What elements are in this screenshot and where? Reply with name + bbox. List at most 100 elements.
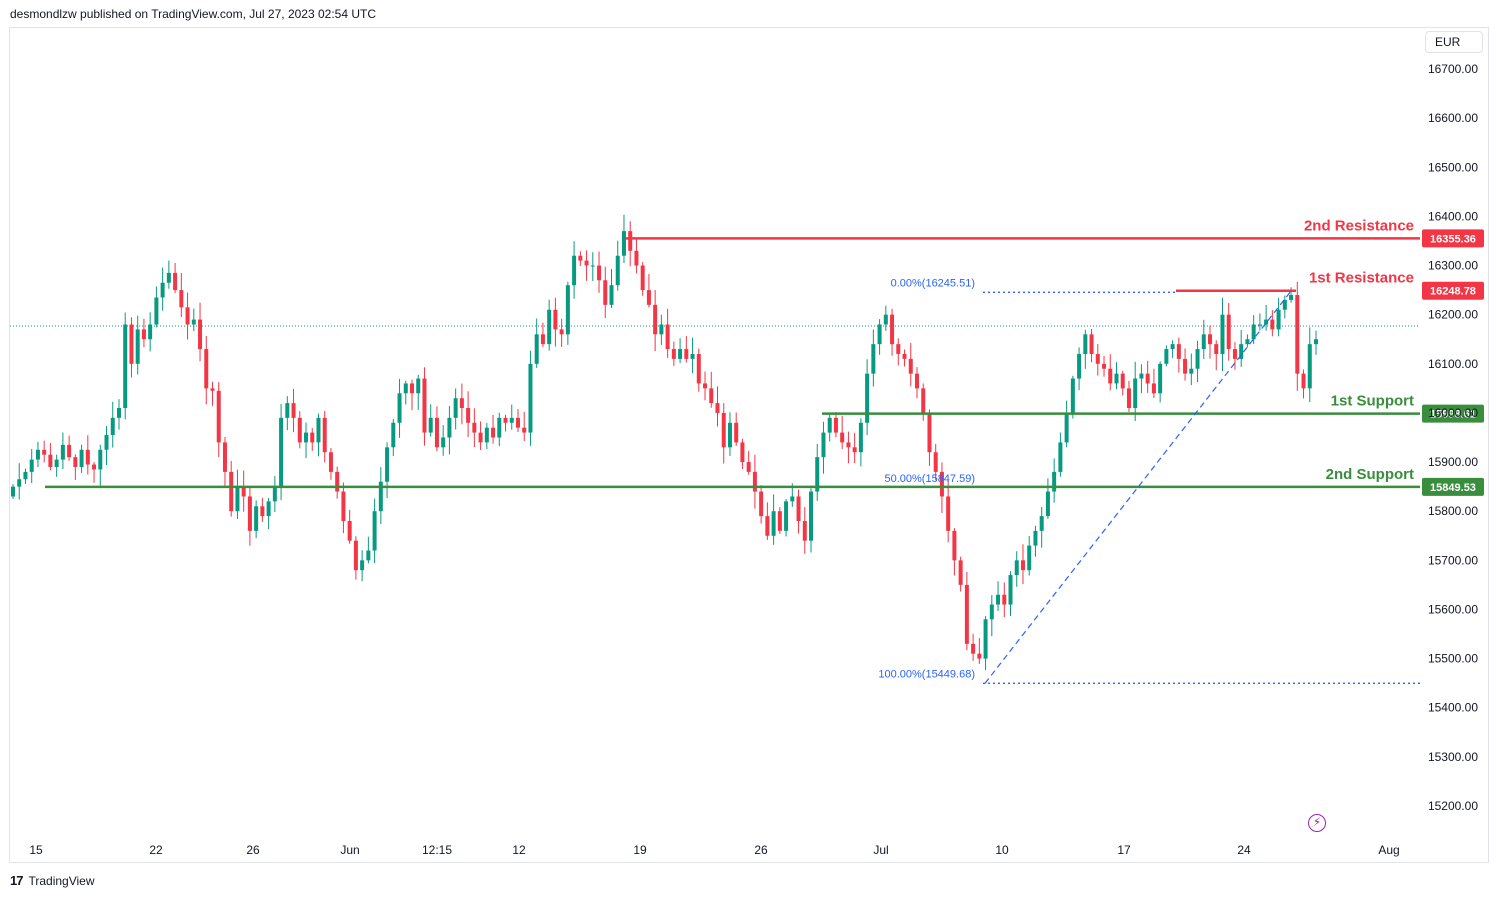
candle-body: [1008, 575, 1013, 605]
levels: 2nd Resistance 16355.36 1st Resistance 1624…: [45, 217, 1484, 496]
y-axis: 16700.00 16600.00 16500.00 16400.00 16300.00…: [1428, 62, 1478, 813]
candle-body: [1295, 295, 1300, 374]
candle-body: [416, 378, 421, 394]
candle-body: [279, 417, 284, 487]
candle-body: [73, 457, 78, 467]
candle-body: [23, 471, 28, 480]
candle-body: [565, 285, 570, 335]
candle-body: [304, 432, 309, 443]
candle-body: [229, 471, 234, 512]
candle-body: [690, 353, 695, 359]
candle-body: [372, 511, 377, 551]
candle-body: [198, 319, 203, 350]
y-tick-label: 16700.00: [1428, 62, 1478, 76]
candle-body: [1220, 314, 1225, 354]
y-tick-label: 15700.00: [1428, 553, 1478, 567]
candle-body: [141, 329, 146, 340]
candle-body: [983, 619, 988, 659]
candle-body: [472, 422, 477, 433]
candle-body: [971, 643, 976, 654]
candle-body: [497, 417, 502, 438]
level-name: 1st Resistance: [1309, 270, 1414, 287]
y-tick-label: 16400.00: [1428, 209, 1478, 223]
candle-body: [640, 265, 645, 291]
candle-body: [1151, 383, 1156, 394]
candle-body: [98, 449, 103, 470]
candle-body: [129, 324, 134, 364]
y-tick-label: 16600.00: [1428, 111, 1478, 125]
candle-body: [1077, 353, 1082, 379]
candle-body: [154, 297, 159, 325]
candle-body: [1052, 471, 1057, 492]
candle-body: [671, 349, 676, 359]
candle-body: [328, 452, 333, 472]
candle-body: [902, 353, 907, 359]
candle-body: [1276, 309, 1281, 330]
candle-body: [1257, 324, 1262, 326]
candle-body: [17, 479, 22, 487]
candle-body: [827, 417, 832, 433]
candle-body: [628, 231, 633, 251]
candle-body: [459, 398, 464, 409]
candle-body: [921, 388, 926, 413]
candle-body: [110, 417, 115, 436]
candle-body: [896, 344, 901, 354]
candle-body: [54, 459, 59, 467]
candle-body: [540, 334, 545, 345]
candle-body: [35, 449, 40, 460]
footer-brand[interactable]: TradingView: [28, 873, 95, 888]
y-tick-label: 15800.00: [1428, 504, 1478, 518]
candle-body: [85, 449, 90, 465]
x-tick-label: Jun: [340, 843, 359, 857]
candle-body: [559, 329, 564, 335]
candle-body: [160, 282, 165, 298]
candle-body: [703, 383, 708, 389]
candle-body: [977, 653, 982, 659]
candle-body: [578, 255, 583, 261]
x-tick-label: 26: [754, 843, 768, 857]
candle-body: [1282, 299, 1287, 310]
candle-body: [1064, 412, 1069, 443]
candle-body: [597, 265, 602, 281]
candle-body: [185, 307, 190, 325]
price-tag-label: 16248.78: [1430, 286, 1476, 298]
fib-label: 0.00%(16245.51): [891, 277, 975, 289]
flash-icon[interactable]: ⚡: [1308, 814, 1326, 832]
candle-body: [515, 417, 520, 428]
candle-body: [927, 412, 932, 453]
candle-body: [316, 417, 321, 443]
fib-retracement: 0.00%(16245.51) 50.00%(15847.59) 100.00%(1…: [878, 277, 1420, 684]
candle-body: [48, 454, 53, 467]
candle-body: [865, 373, 870, 423]
candle-body: [1120, 373, 1125, 389]
y-tick-label: 16100.00: [1428, 357, 1478, 371]
price-tag-label: 15998.61: [1430, 409, 1476, 421]
candle-body: [222, 442, 227, 472]
candle-body: [1070, 378, 1075, 413]
level-name: 1st Support: [1331, 393, 1414, 410]
candle-body: [1033, 530, 1038, 546]
candle-body: [484, 427, 489, 443]
candle-body: [1014, 560, 1019, 576]
candle-body: [684, 349, 689, 359]
candle-body: [989, 604, 994, 620]
candle-body: [254, 506, 259, 531]
candle-body: [1176, 344, 1181, 359]
candle-body: [1314, 339, 1318, 345]
candle-body: [771, 511, 776, 536]
candle-body: [1102, 363, 1107, 369]
candle-body: [1307, 344, 1312, 389]
candle-body: [385, 447, 390, 482]
candle-body: [740, 442, 745, 463]
candle-body: [1208, 334, 1213, 345]
x-tick-label: 10: [995, 843, 1009, 857]
candle-body: [60, 444, 65, 460]
currency-label[interactable]: EUR: [1425, 31, 1483, 53]
candle-body: [908, 358, 913, 374]
candle-body: [572, 255, 577, 286]
publish-header: desmondlzw published on TradingView.com,…: [10, 7, 376, 21]
candle-body: [204, 349, 209, 389]
candle-body: [503, 417, 508, 423]
y-tick-label: 15500.00: [1428, 652, 1478, 666]
